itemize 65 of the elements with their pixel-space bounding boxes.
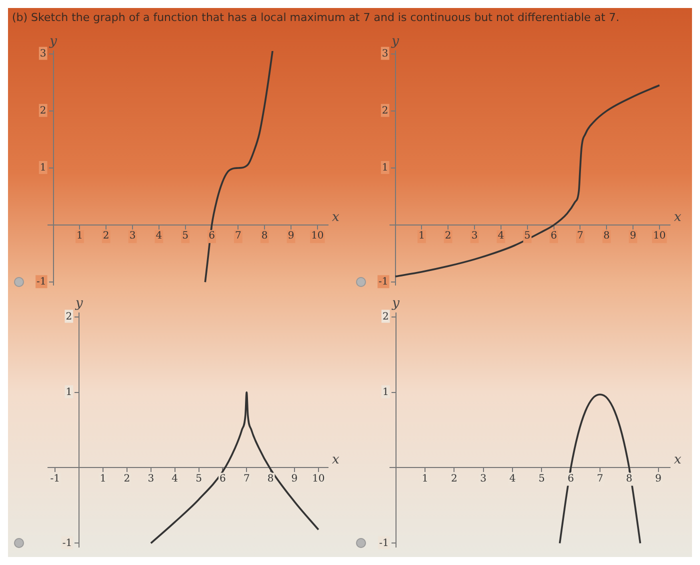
x-tick-label: 7	[596, 473, 604, 484]
x-tick-label: 3	[129, 230, 136, 242]
y-tick-label: 1	[40, 162, 46, 174]
y-axis-title: y	[74, 296, 84, 311]
x-tick-label: 2	[102, 230, 110, 242]
x-tick-label: 4	[156, 230, 162, 242]
x-tick-label: 9	[630, 230, 636, 242]
x-tick-label: 7	[235, 230, 242, 242]
x-axis-title: x	[332, 452, 340, 468]
y-axis-title: y	[48, 34, 58, 49]
x-tick-label: 4	[498, 230, 504, 242]
x-axis-title: x	[674, 452, 682, 468]
x-tick-label: 2	[444, 230, 452, 242]
x-tick-label: 10	[312, 473, 325, 484]
x-tick-label: 2	[124, 473, 130, 484]
y-axis-title: y	[390, 34, 400, 49]
chart-title: (b) Sketch the graph of a function that has a local maximum at 7 and is continuous but not differentiable at 7.	[11, 10, 620, 26]
x-tick-label: 6	[568, 473, 574, 484]
x-axis-title: x	[332, 210, 340, 225]
y-tick-label: -1	[62, 538, 72, 549]
x-tick-label: 6	[550, 230, 557, 242]
x-tick-label: 8	[267, 473, 274, 484]
y-tick-label: -1	[36, 276, 46, 288]
x-axis-title: x	[674, 210, 682, 225]
y-tick-label: 3	[382, 48, 388, 60]
line-series	[558, 394, 642, 544]
x-tick-label: 2	[450, 473, 458, 484]
y-tick-label: 2	[382, 106, 388, 117]
x-tick-label: 3	[471, 230, 478, 242]
y-tick-label: 2	[40, 106, 46, 117]
x-tick-label: 3	[148, 473, 154, 484]
x-tick-label: 1	[418, 230, 425, 242]
x-tick-label: 7	[243, 473, 250, 484]
y-tick-label: 1	[382, 386, 389, 398]
x-tick-label: 10	[311, 230, 324, 242]
x-tick-label: 6	[208, 230, 215, 242]
y-tick-label: 1	[66, 386, 72, 398]
x-tick-label: 7	[577, 230, 584, 242]
y-tick-label: -1	[378, 276, 388, 288]
x-tick-label: 1	[422, 473, 428, 484]
x-tick-label: 8	[626, 473, 632, 484]
y-tick-label: 3	[40, 48, 46, 60]
x-tick-label: 5	[196, 473, 202, 484]
x-tick-label: 5	[538, 473, 545, 484]
x-tick-label: 3	[480, 473, 487, 484]
x-tick-label: 5	[524, 230, 531, 242]
x-tick-label: 1	[100, 473, 106, 484]
y-axis-title: y	[391, 296, 400, 311]
y-tick-label: 2	[382, 311, 389, 322]
y-tick-label: 1	[382, 162, 388, 174]
x-tick-label: 1	[76, 230, 83, 242]
y-tick-label: 2	[66, 311, 72, 322]
x-tick-label: 5	[182, 230, 189, 242]
x-tick-label: 6	[220, 473, 226, 484]
x-tick-label: 8	[603, 230, 610, 242]
x-tick-label: 9	[288, 230, 294, 242]
x-tick-label: 9	[655, 473, 662, 484]
x-tick-label: 8	[261, 230, 268, 242]
y-tick-label: -1	[379, 538, 389, 549]
x-tick-label: 10	[653, 230, 666, 242]
x-tick-label: 9	[291, 473, 298, 484]
x-tick-label: 4	[172, 473, 178, 484]
line-series	[204, 51, 274, 284]
x-tick-label: 4	[509, 473, 516, 484]
x-tick-label: -1	[50, 473, 60, 484]
